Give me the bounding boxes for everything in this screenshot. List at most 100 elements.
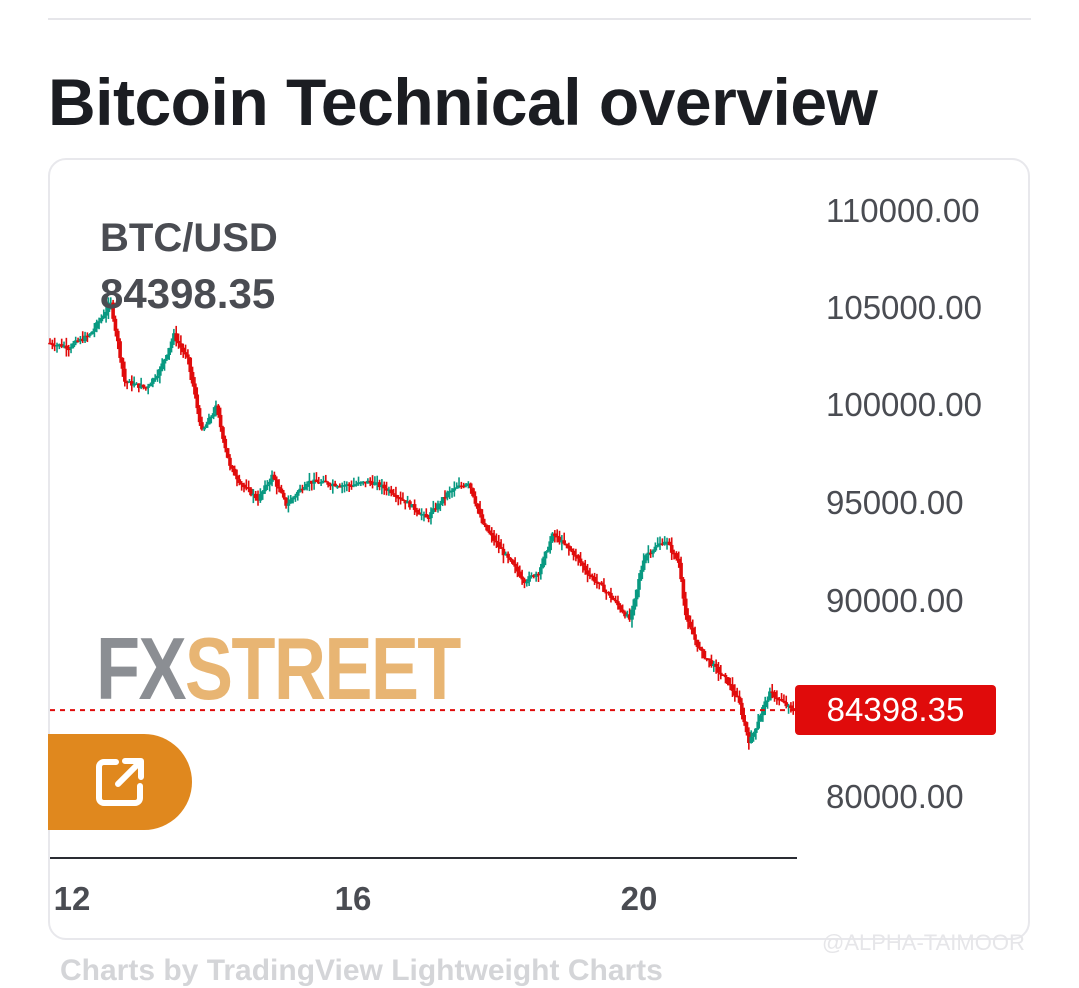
candle-body [281,492,286,498]
candle-body [200,422,204,430]
candle-body [704,658,709,660]
candle-body [405,501,410,504]
candle-body [312,479,316,484]
price-chart[interactable] [48,158,1030,940]
candle-body [83,335,87,342]
candle-body [585,570,590,575]
candle-body [380,484,384,488]
candle-body [740,702,744,716]
candle-body [599,582,604,585]
candle-body [618,605,623,610]
candle-body [578,558,583,563]
candle-body [550,533,555,542]
candle-body [625,614,630,617]
candle-body [130,381,134,386]
candle-body [125,381,129,384]
candle-body [218,414,223,428]
candle-body [237,479,242,483]
candle-body [784,702,789,707]
candle-body [153,378,157,380]
candle-body [90,331,94,335]
candle-body [375,482,380,484]
candle-body [655,545,660,547]
candle-body [548,541,552,551]
candle-body [676,558,681,563]
candle-body [120,357,125,369]
candle-body [426,517,431,519]
candle-body [389,489,394,494]
candle-body [644,555,648,561]
candle-body [148,383,153,387]
candle-body [356,482,361,485]
candle-body [345,484,349,486]
candle-body [193,383,197,395]
candle-body [681,579,686,599]
candle-body [267,481,272,485]
candle-body [204,424,209,428]
open-external-button[interactable] [48,734,192,830]
candle-body [464,484,468,487]
candle-body [602,584,606,592]
candle-body [412,504,417,510]
candle-body [195,394,200,409]
candle-body [471,488,475,497]
candle-body [662,541,667,545]
candle-body [186,354,190,358]
candle-body [387,489,391,492]
page-title: Bitcoin Technical overview [48,65,878,139]
candle-body [693,634,697,640]
candle-body [529,575,534,577]
x-tick-label: 20 [620,880,658,917]
candle-body [569,548,574,551]
candle-body [216,405,221,415]
candle-body [398,497,403,500]
candle-body [450,490,454,493]
candle-body [396,497,401,499]
candle-body [265,484,270,487]
candle-body [59,344,64,347]
candle-body [747,732,751,744]
candle-body [751,732,756,737]
candle-body [246,487,251,489]
candle-body [758,715,763,722]
candle-body [99,317,104,322]
candle-body [506,553,510,558]
candle-body [377,482,382,488]
candle-body [249,488,253,496]
chart-attribution: Charts by TradingView Lightweight Charts [60,954,663,987]
candle-body [76,340,80,342]
candle-body [539,567,543,575]
candle-body [466,483,471,485]
candle-body [737,696,742,703]
candle-body [403,500,408,504]
candle-body [251,493,256,496]
candle-body [623,612,627,617]
candle-body [606,592,611,594]
candle-body [695,639,700,647]
candle-body [424,514,429,518]
candle-body [417,512,422,515]
candle-body [335,486,340,488]
candle-body [560,540,564,543]
candle-body [478,508,482,515]
candle-body [765,700,770,702]
candle-body [419,514,424,516]
candle-body [634,589,639,600]
top-divider [48,18,1031,20]
candle-body [78,338,83,342]
candle-body [391,493,396,495]
candle-body [574,555,578,557]
candle-body [155,375,160,379]
last-price-label: 84398.35 [100,270,276,317]
candle-body [480,514,485,524]
watermark: @ALPHA-TAIMOOR [822,930,1025,955]
candle-body [604,591,609,594]
candle-body [146,386,150,388]
candle-body [94,322,99,329]
candle-body [106,304,111,312]
candle-body [165,355,169,360]
candle-body [492,535,496,541]
candle-body [648,552,653,555]
candle-body [71,343,76,348]
candle-body [342,485,347,487]
